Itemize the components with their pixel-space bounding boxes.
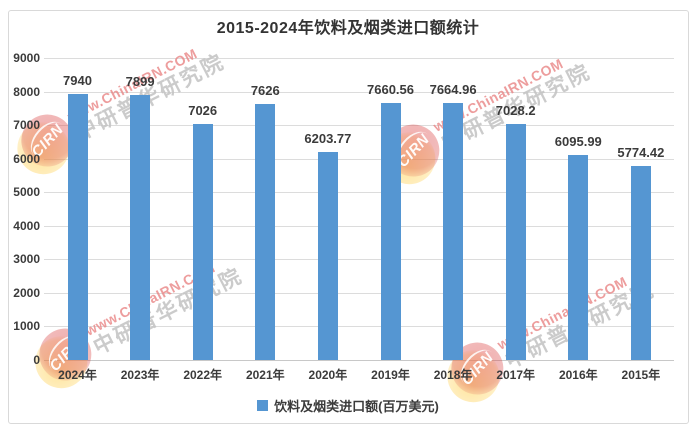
- x-axis-tick-label: 2017年: [496, 368, 536, 382]
- bar: [192, 124, 213, 360]
- gridline: [44, 158, 674, 160]
- y-axis-tick-label: 0: [33, 353, 40, 367]
- y-axis-tick-label: 3000: [13, 252, 40, 267]
- y-axis-tick-label: 4000: [13, 218, 40, 233]
- legend-label: 饮料及烟类进口额(百万美元): [274, 399, 439, 414]
- y-axis-tick-label: 2000: [13, 285, 40, 300]
- gridline: [44, 225, 674, 227]
- gridline: [44, 125, 674, 127]
- y-axis-tick-label: 6000: [13, 151, 40, 166]
- bar: [130, 94, 151, 360]
- x-axis-tick-label: 2023年: [120, 368, 160, 382]
- bar: [568, 155, 589, 360]
- y-axis-tick-label: 1000: [13, 319, 40, 334]
- data-label: 7626: [250, 83, 280, 99]
- y-axis-tick-label: 8000: [13, 84, 40, 99]
- data-label: 6095.99: [554, 134, 602, 150]
- chart-title: 2015-2024年饮料及烟类进口额统计: [216, 20, 480, 37]
- gridline: [44, 192, 674, 194]
- y-axis-tick-label: 5000: [13, 185, 40, 200]
- bar: [317, 151, 338, 360]
- x-axis-tick-label: 2016年: [558, 368, 598, 382]
- data-label: 7664.96: [429, 81, 477, 97]
- y-axis-tick-label: 9000: [13, 51, 40, 65]
- gridline: [44, 91, 674, 93]
- bar: [630, 166, 651, 360]
- data-label: 5774.42: [617, 145, 665, 161]
- gridline: [44, 326, 674, 328]
- data-label: 7028.2: [495, 103, 536, 119]
- data-label: 7660.56: [367, 81, 414, 97]
- bar: [380, 102, 401, 360]
- x-axis-tick-label: 2022年: [183, 368, 223, 382]
- chart-border: [8, 10, 689, 424]
- x-axis-tick-label: 2019年: [371, 368, 410, 382]
- x-axis-tick-label: 2018年: [433, 368, 473, 382]
- x-axis-tick-label: 2020年: [308, 368, 348, 382]
- gridline: [44, 292, 674, 294]
- legend-swatch: [257, 400, 269, 411]
- gridline: [44, 259, 674, 261]
- data-label: 7026: [188, 103, 218, 119]
- gridline: [44, 58, 674, 59]
- data-label: 6203.77: [304, 130, 352, 146]
- data-label: 7940: [63, 72, 92, 88]
- gridline: [44, 360, 674, 361]
- bar: [255, 104, 276, 360]
- x-axis-tick-label: 2024年: [58, 368, 97, 382]
- y-axis-tick-label: 7000: [13, 118, 40, 133]
- bar: [505, 124, 526, 360]
- x-axis-tick-label: 2015年: [621, 368, 661, 382]
- bar: [443, 102, 464, 360]
- data-label: 7899: [125, 73, 155, 89]
- x-axis-tick-label: 2021年: [245, 368, 285, 382]
- bar: [67, 93, 88, 360]
- legend: 饮料及烟类进口额(百万美元): [0, 396, 696, 415]
